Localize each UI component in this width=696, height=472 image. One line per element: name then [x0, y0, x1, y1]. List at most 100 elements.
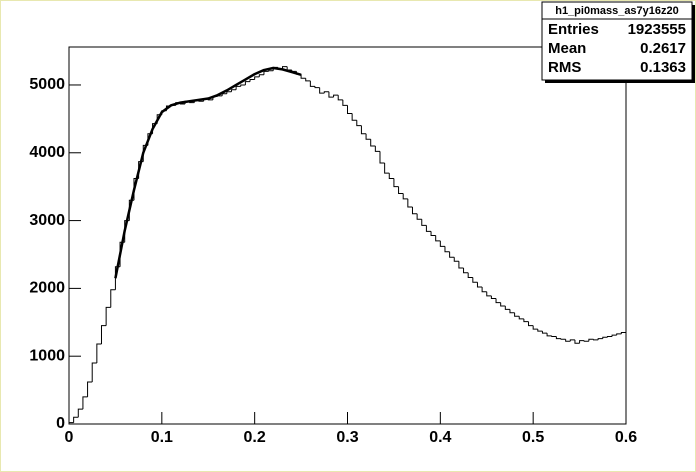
histogram-bin: [388, 173, 394, 180]
histogram-bin: [342, 99, 348, 106]
histogram-bin: [555, 336, 562, 340]
histogram-bin: [110, 289, 116, 308]
histogram-bin: [91, 362, 97, 382]
histogram-bin: [347, 105, 353, 114]
x-tick-label: 0.5: [522, 429, 544, 446]
histogram-bin: [268, 70, 274, 72]
histogram-bin: [351, 113, 357, 121]
histogram-bin: [309, 80, 316, 87]
histogram-bin: [100, 325, 107, 344]
histogram-bin: [425, 225, 432, 232]
histogram-bin: [356, 120, 362, 127]
y-tick-label: 2000: [29, 280, 65, 297]
histogram-bin: [374, 145, 380, 152]
x-tick-label: 0.4: [429, 429, 451, 446]
histogram-bin: [105, 306, 111, 326]
histogram-bin: [583, 340, 589, 342]
histogram-bin: [574, 339, 580, 344]
histogram-bin: [379, 151, 385, 164]
histogram-bin: [393, 178, 399, 188]
histogram-bin: [569, 339, 575, 342]
stats-title: h1_pi0mass_as7y16z20: [555, 5, 679, 17]
y-tick-label: 3000: [29, 212, 65, 229]
histogram-bin: [444, 246, 450, 253]
histogram-bin: [514, 312, 520, 317]
histogram-bin: [411, 207, 418, 215]
histogram-bin: [476, 282, 483, 288]
histogram-bin: [240, 84, 246, 87]
histogram-bin: [398, 186, 404, 194]
histogram-bin: [68, 422, 74, 424]
y-tick-label: 5000: [29, 76, 65, 93]
fit-curve: [114, 66, 302, 279]
histogram-bin: [537, 329, 543, 332]
stats-label: RMS: [548, 59, 581, 76]
histogram-bin: [509, 309, 515, 314]
histogram-bin: [593, 339, 599, 341]
x-tick-label: 0.3: [336, 429, 358, 446]
histogram-bin: [305, 78, 311, 82]
x-tick-label: 0.6: [615, 429, 637, 446]
histogram-bin: [588, 338, 594, 342]
histogram-bin: [96, 343, 102, 363]
histogram-bin: [254, 76, 260, 80]
histogram-bin: [620, 331, 626, 334]
y-tick-label: 4000: [29, 144, 65, 161]
histogram-bin: [77, 408, 83, 418]
stats-value: 0.2617: [640, 40, 686, 57]
histogram-bin: [560, 338, 566, 340]
stats-value: 1923555: [628, 21, 686, 38]
histogram-bin: [597, 338, 603, 340]
histogram-bin: [486, 291, 492, 297]
histogram-bin: [300, 74, 306, 79]
histogram-bin: [528, 321, 534, 327]
histogram-bin: [467, 272, 473, 279]
histogram-bin: [282, 66, 288, 69]
histogram-bin: [230, 89, 237, 92]
histogram-bin: [565, 339, 571, 342]
histogram-bin: [421, 219, 427, 226]
histogram-bin: [532, 325, 538, 330]
histogram-bin: [453, 257, 459, 262]
y-tick-label: 1000: [29, 347, 65, 364]
histogram-bin: [449, 251, 455, 258]
stats-box: [541, 1, 693, 81]
histogram-bin: [249, 79, 255, 82]
x-tick-label: 0: [65, 429, 74, 446]
histogram-bin: [602, 336, 608, 339]
histogram-bin: [82, 396, 88, 410]
histogram-bin: [579, 340, 585, 344]
histogram-bin: [73, 416, 79, 423]
histogram-bin: [370, 139, 376, 147]
histogram-bin: [504, 306, 510, 310]
stats-label: Entries: [548, 21, 599, 38]
histogram-bin: [551, 335, 557, 338]
x-tick-label: 0.2: [244, 429, 266, 446]
histogram-bin: [333, 94, 339, 98]
y-tick-label: 0: [56, 415, 65, 432]
histogram-bin: [314, 86, 320, 89]
histogram-bin: [384, 162, 390, 174]
histogram-bin: [328, 91, 334, 98]
histogram-bin: [472, 277, 478, 283]
histogram-bin: [337, 95, 343, 101]
histogram-bin: [518, 316, 524, 320]
histogram-bin: [611, 334, 617, 337]
histogram-bin: [360, 125, 367, 135]
stats-value: 0.1363: [640, 59, 686, 76]
histogram-bin: [430, 231, 436, 236]
histogram-bin: [258, 74, 264, 77]
histogram-bin: [416, 213, 422, 220]
histogram-bin: [435, 235, 441, 242]
histogram-bin: [439, 240, 445, 247]
histogram-bin: [523, 318, 529, 323]
histogram-bin: [402, 193, 408, 200]
histogram-bin: [458, 261, 464, 269]
histogram-bin: [490, 295, 497, 300]
histogram-bin: [495, 298, 501, 304]
histogram-bin: [365, 133, 371, 140]
histogram-bin: [541, 331, 548, 334]
histogram-bin: [616, 333, 622, 336]
histogram-bin: [323, 91, 329, 94]
